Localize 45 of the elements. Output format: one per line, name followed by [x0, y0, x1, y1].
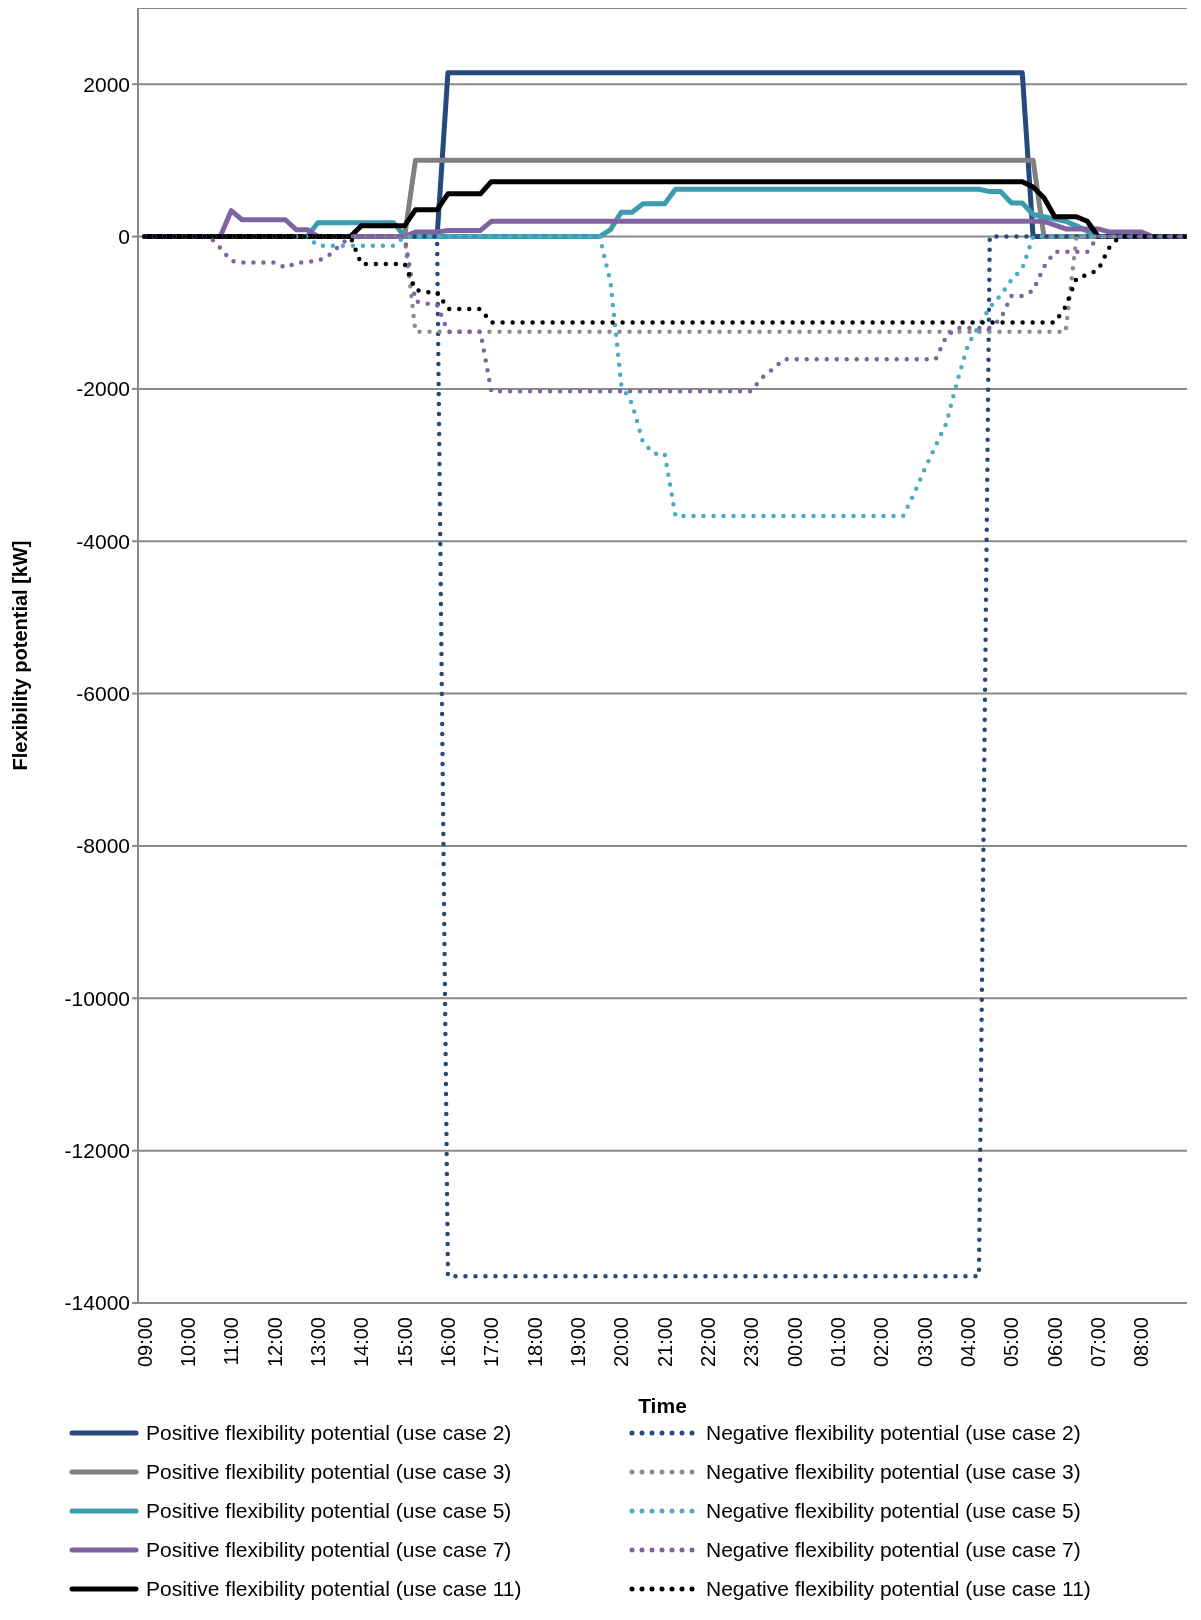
x-tick-label: 21:00	[653, 1317, 676, 1368]
legend-label: Positive flexibility potential (use case 7)	[146, 1537, 512, 1562]
legend-label: Positive flexibility potential (use case 5)	[146, 1498, 512, 1523]
x-tick-label: 16:00	[436, 1317, 459, 1368]
x-tick-label: 13:00	[306, 1317, 329, 1368]
x-tick-label: 15:00	[393, 1317, 416, 1368]
legend-label: Positive flexibility potential (use case 11)	[146, 1576, 522, 1601]
legend-label: Positive flexibility potential (use case 2)	[146, 1420, 512, 1445]
y-tick-label: 2000	[83, 72, 130, 96]
x-tick-label: 22:00	[697, 1317, 720, 1368]
y-tick-label: -10000	[64, 986, 130, 1010]
x-tick-label: 04:00	[957, 1317, 980, 1368]
x-tick-label: 03:00	[913, 1317, 936, 1368]
x-tick-label: 01:00	[827, 1317, 850, 1368]
y-axis-title: Flexibility potential [kW]	[9, 540, 32, 771]
x-tick-label: 02:00	[870, 1317, 893, 1368]
y-tick-label: -12000	[64, 1139, 130, 1163]
y-tick-label: -8000	[76, 834, 130, 858]
x-tick-label: 11:00	[220, 1317, 243, 1366]
legend-label: Negative flexibility potential (use case 2)	[706, 1420, 1081, 1445]
x-tick-label: 12:00	[263, 1317, 286, 1368]
y-tick-label: -2000	[76, 377, 130, 401]
x-tick-label: 19:00	[566, 1317, 589, 1368]
legend-label: Negative flexibility potential (use case 5)	[706, 1498, 1081, 1523]
x-tick-label: 08:00	[1130, 1317, 1153, 1368]
x-axis-title: Time	[638, 1394, 687, 1417]
x-tick-label: 09:00	[133, 1317, 156, 1368]
legend-label: Negative flexibility potential (use case 11)	[706, 1576, 1091, 1601]
x-tick-label: 05:00	[1000, 1317, 1023, 1368]
x-tick-label: 06:00	[1043, 1317, 1066, 1368]
x-tick-label: 23:00	[740, 1317, 763, 1368]
legend-label: Positive flexibility potential (use case 3)	[146, 1459, 512, 1484]
x-tick-label: 10:00	[176, 1317, 199, 1368]
y-tick-label: -6000	[76, 682, 130, 706]
y-tick-label: 0	[118, 224, 130, 248]
x-tick-label: 17:00	[480, 1317, 503, 1368]
y-tick-label: -4000	[76, 529, 130, 553]
x-tick-label: 00:00	[783, 1317, 806, 1368]
x-tick-label: 14:00	[350, 1317, 373, 1368]
y-tick-label: -14000	[64, 1291, 130, 1315]
x-tick-label: 18:00	[523, 1317, 546, 1368]
legend-label: Negative flexibility potential (use case 7)	[706, 1537, 1081, 1562]
legend-label: Negative flexibility potential (use case 3)	[706, 1459, 1081, 1484]
x-tick-label: 07:00	[1087, 1317, 1110, 1368]
x-tick-label: 20:00	[610, 1317, 633, 1368]
